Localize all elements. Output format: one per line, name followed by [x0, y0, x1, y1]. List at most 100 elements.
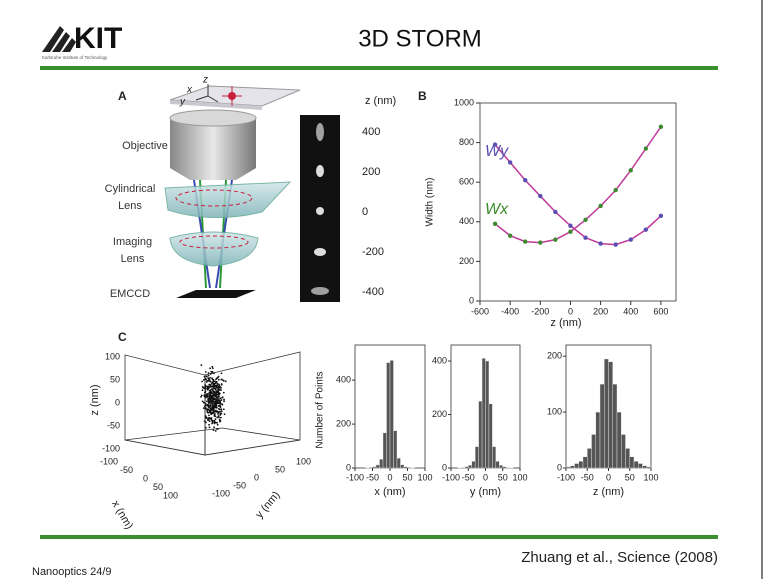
logo: KIT Karlsruhe Institute of Technology — [42, 22, 122, 60]
x-axis-label: y (nm) — [470, 486, 501, 498]
cloud-dot — [204, 405, 206, 407]
scale-label: z (nm) — [365, 95, 396, 107]
histogram-bar — [472, 461, 475, 468]
cloud-dot — [203, 407, 205, 409]
scale-tick-label: -400 — [362, 286, 384, 298]
y-tick-label: 0 — [442, 462, 447, 472]
data-point — [523, 239, 527, 243]
y-tick-label: 200 — [547, 351, 562, 361]
cloud-dot — [223, 392, 225, 394]
cloud-dot — [211, 402, 213, 404]
cloud-dot — [217, 388, 219, 390]
y-tick-label: 100 — [547, 406, 562, 416]
y-tick-label: 200 — [459, 256, 474, 266]
cloud-dot — [216, 407, 218, 409]
data-point — [508, 233, 512, 237]
cloud-dot — [218, 385, 220, 387]
scale-tick-label: 0 — [362, 206, 368, 218]
y-tick-label: 100 — [296, 456, 311, 466]
cloud-dot — [206, 381, 208, 383]
x-tick-label: -400 — [501, 306, 519, 316]
x-tick-label: -100 — [557, 472, 575, 482]
histogram-bar — [566, 467, 570, 468]
x-tick-label: 0 — [483, 472, 488, 482]
histogram-bar — [613, 384, 617, 468]
histogram-bar — [570, 466, 574, 468]
data-point — [598, 204, 602, 208]
histogram-bar — [387, 363, 391, 468]
data-point — [613, 242, 617, 246]
histogram-bar — [369, 467, 373, 468]
x-tick-label: 50 — [153, 482, 163, 492]
data-point — [659, 214, 663, 218]
cloud-dot — [211, 395, 213, 397]
x-tick-label: -600 — [471, 306, 489, 316]
cloud-dot — [206, 393, 208, 395]
y-tick-label: 50 — [275, 464, 285, 474]
cloud-dot — [220, 413, 222, 415]
x-tick-label: 100 — [643, 472, 658, 482]
x-axis-label: z (nm) — [593, 486, 624, 498]
x-tick-label: -50 — [462, 472, 475, 482]
histogram-bar — [499, 465, 502, 468]
cloud-dot — [220, 417, 222, 419]
cloud-dot — [215, 400, 217, 402]
z-tick-label: 50 — [110, 374, 120, 384]
x-tick-label: 600 — [653, 306, 668, 316]
cloud-dot — [205, 390, 207, 392]
legend-label: Wx — [485, 201, 509, 218]
cloud-dot — [215, 402, 217, 404]
cloud-dot — [221, 372, 223, 374]
cloud-dot — [223, 399, 225, 401]
x-tick-label: 50 — [498, 472, 508, 482]
cloud-dot — [224, 413, 226, 415]
cloud-dot — [213, 420, 215, 422]
y-tick-label: 400 — [336, 375, 351, 385]
cloud-dot — [208, 400, 210, 402]
cloud-dot — [220, 389, 222, 391]
cloud-dot — [219, 419, 221, 421]
cloud-dot — [211, 366, 213, 368]
cloud-dot — [210, 373, 212, 375]
histogram-bar — [380, 459, 384, 468]
cloud-dot — [213, 390, 215, 392]
cloud-dot — [216, 416, 218, 418]
cloud-dot — [215, 430, 217, 432]
data-point — [659, 125, 663, 129]
cloud-dot — [208, 375, 210, 377]
histogram-bar — [397, 458, 401, 468]
cloud-dot — [221, 411, 223, 413]
data-point — [523, 178, 527, 182]
data-point — [508, 160, 512, 164]
histogram-bar — [630, 457, 634, 468]
histogram-bar — [482, 358, 485, 468]
x-tick-label: 200 — [593, 306, 608, 316]
component-label: EMCCD — [95, 286, 165, 303]
x-tick-label: -50 — [120, 465, 133, 475]
z-tick-label: 100 — [105, 351, 120, 361]
y-axis-label: Width (nm) — [425, 178, 436, 227]
cloud-dot — [201, 395, 203, 397]
component-label: Objective — [100, 138, 190, 155]
data-point — [493, 222, 497, 226]
cloud-dot — [204, 376, 206, 378]
cloud-dot — [213, 426, 215, 428]
cloud-dot — [223, 400, 225, 402]
cloud-dot — [211, 371, 213, 373]
x-tick-label: -100 — [346, 472, 364, 482]
cloud-dot — [211, 398, 213, 400]
cloud-dot — [202, 401, 204, 403]
cloud-dot — [213, 388, 215, 390]
y-tick-label: 1000 — [454, 97, 474, 107]
histogram-bar — [404, 467, 408, 468]
logo-subtitle: Karlsruhe Institute of Technology — [42, 55, 108, 60]
y-tick-label: 200 — [336, 418, 351, 428]
cloud-dot — [207, 398, 209, 400]
cloud-dot — [221, 383, 223, 385]
cloud-dot — [225, 380, 227, 382]
x-tick-label: -50 — [366, 472, 379, 482]
y-axis-label: y (nm) — [253, 489, 282, 521]
cloud-dot — [218, 398, 220, 400]
slide-title: 3D STORM — [358, 25, 482, 52]
cloud-dot — [221, 397, 223, 399]
